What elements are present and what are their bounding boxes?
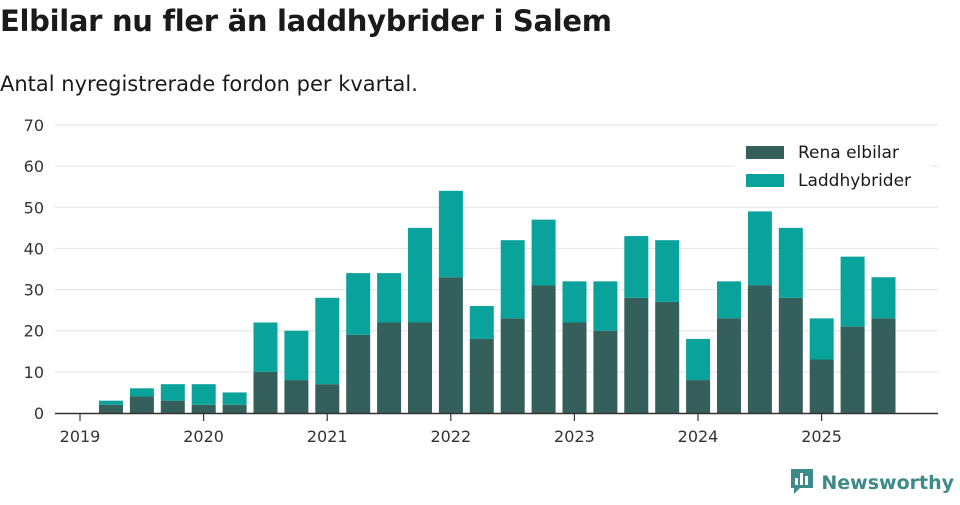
- bar-rena-elbilar: [624, 297, 649, 413]
- bar-laddhybrider: [531, 219, 556, 286]
- bar-laddhybrider: [315, 297, 340, 385]
- bar-laddhybrider: [222, 392, 247, 405]
- bar-rena-elbilar: [686, 380, 711, 413]
- bar-laddhybrider: [840, 256, 865, 327]
- bar-laddhybrider: [562, 281, 587, 323]
- bar-laddhybrider: [809, 318, 834, 360]
- bar-rena-elbilar: [747, 285, 772, 413]
- legend-label: Laddhybrider: [798, 171, 911, 191]
- bar-rena-elbilar: [840, 326, 865, 413]
- legend-background: [735, 134, 931, 198]
- x-tick-label: 2019: [60, 427, 101, 446]
- bar-rena-elbilar: [531, 285, 556, 413]
- bar-rena-elbilar: [129, 396, 154, 413]
- bar-rena-elbilar: [377, 322, 402, 413]
- bar-laddhybrider: [438, 190, 463, 278]
- bar-rena-elbilar: [717, 318, 741, 413]
- bar-laddhybrider: [747, 211, 772, 286]
- bar-rena-elbilar: [191, 404, 216, 413]
- bar-laddhybrider: [871, 277, 896, 319]
- bar-laddhybrider: [408, 227, 432, 323]
- y-tick-label: 50: [24, 198, 44, 217]
- bar-rena-elbilar: [160, 400, 185, 413]
- y-tick-label: 40: [24, 239, 44, 258]
- y-tick-label: 60: [24, 157, 44, 176]
- bar-rena-elbilar: [99, 404, 123, 413]
- bars: [99, 190, 896, 413]
- y-tick-label: 30: [24, 281, 44, 300]
- bar-laddhybrider: [624, 236, 649, 298]
- bar-laddhybrider: [377, 273, 402, 323]
- x-tick-label: 2022: [430, 427, 471, 446]
- bar-rena-elbilar: [222, 404, 247, 413]
- legend-swatch: [746, 146, 784, 159]
- bar-rena-elbilar: [408, 322, 432, 413]
- y-axis: 0 10 20 30 40 50 60 70: [24, 116, 44, 423]
- bar-rena-elbilar: [593, 330, 618, 413]
- brand-name: Newsworthy: [821, 472, 954, 494]
- bar-rena-elbilar: [562, 322, 587, 413]
- brand-logo: Newsworthy: [789, 467, 954, 499]
- bar-rena-elbilar: [809, 359, 834, 413]
- bar-laddhybrider: [346, 273, 371, 335]
- x-tick-label: 2021: [307, 427, 348, 446]
- bar-rena-elbilar: [253, 371, 278, 413]
- bar-laddhybrider: [686, 338, 711, 381]
- bar-laddhybrider: [253, 322, 278, 372]
- bar-laddhybrider: [593, 281, 618, 331]
- chart-subtitle: Antal nyregistrerade fordon per kvartal.: [0, 72, 418, 96]
- bar-rena-elbilar: [346, 334, 371, 413]
- bar-laddhybrider: [99, 400, 123, 405]
- bar-laddhybrider: [284, 330, 309, 381]
- x-tick-label: 2023: [554, 427, 595, 446]
- bar-rena-elbilar: [871, 318, 896, 413]
- legend-label: Rena elbilar: [798, 143, 899, 163]
- y-tick-label: 10: [24, 363, 44, 382]
- bar-rena-elbilar: [438, 277, 463, 413]
- legend: Rena elbilar Laddhybrider: [735, 134, 931, 198]
- bar-laddhybrider: [778, 227, 803, 298]
- bar-laddhybrider: [655, 240, 680, 302]
- x-tick-label: 2024: [678, 427, 719, 446]
- x-axis: 2019 2020 2021 2022 2023 2024 2025: [55, 412, 938, 446]
- bar-chart-icon: [789, 467, 815, 499]
- bar-laddhybrider: [717, 281, 741, 319]
- bar-laddhybrider: [160, 384, 185, 401]
- bar-laddhybrider: [129, 388, 154, 397]
- bar-rena-elbilar: [284, 380, 309, 413]
- chart-title: Elbilar nu fler än laddhybrider i Salem: [0, 4, 612, 38]
- bar-rena-elbilar: [655, 301, 680, 413]
- bar-rena-elbilar: [469, 338, 494, 413]
- bar-rena-elbilar: [500, 318, 525, 413]
- bar-laddhybrider: [191, 384, 216, 405]
- y-tick-label: 0: [34, 404, 44, 423]
- y-tick-label: 20: [24, 322, 44, 341]
- y-tick-label: 70: [24, 116, 44, 135]
- bar-rena-elbilar: [778, 297, 803, 413]
- legend-swatch: [746, 174, 784, 187]
- x-tick-label: 2020: [183, 427, 224, 446]
- bar-laddhybrider: [469, 306, 494, 339]
- bar-rena-elbilar: [315, 384, 340, 413]
- x-tick-label: 2025: [801, 427, 842, 446]
- bar-laddhybrider: [500, 240, 525, 319]
